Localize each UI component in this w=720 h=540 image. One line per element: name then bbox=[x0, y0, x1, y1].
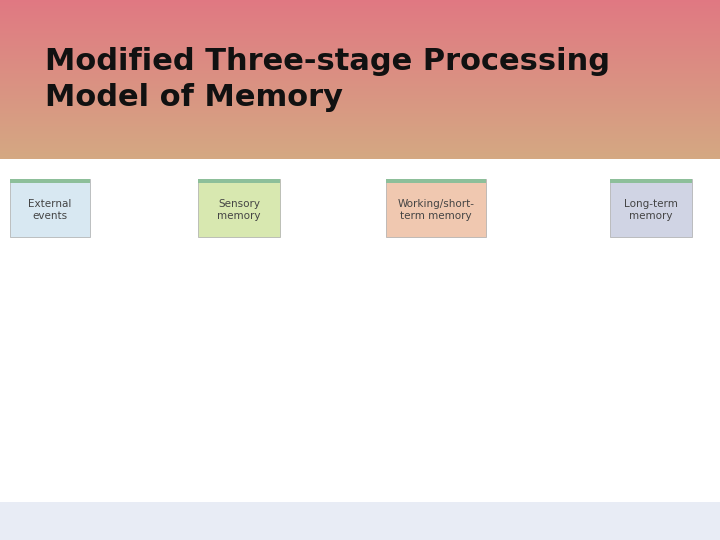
Bar bbox=[0, 502, 720, 540]
Bar bbox=[10, 179, 90, 237]
Text: Long-term
memory: Long-term memory bbox=[624, 199, 678, 221]
Bar bbox=[198, 179, 280, 183]
Bar bbox=[386, 179, 486, 237]
Bar bbox=[198, 179, 280, 237]
Bar bbox=[0, 159, 720, 502]
Bar bbox=[610, 179, 692, 183]
Text: Working/short-
term memory: Working/short- term memory bbox=[397, 199, 474, 221]
Bar bbox=[610, 179, 692, 237]
Bar bbox=[10, 179, 90, 183]
Bar bbox=[386, 179, 486, 183]
Text: External
events: External events bbox=[28, 199, 72, 221]
Text: Sensory
memory: Sensory memory bbox=[217, 199, 261, 221]
Text: Modified Three-stage Processing
Model of Memory: Modified Three-stage Processing Model of… bbox=[45, 47, 610, 112]
